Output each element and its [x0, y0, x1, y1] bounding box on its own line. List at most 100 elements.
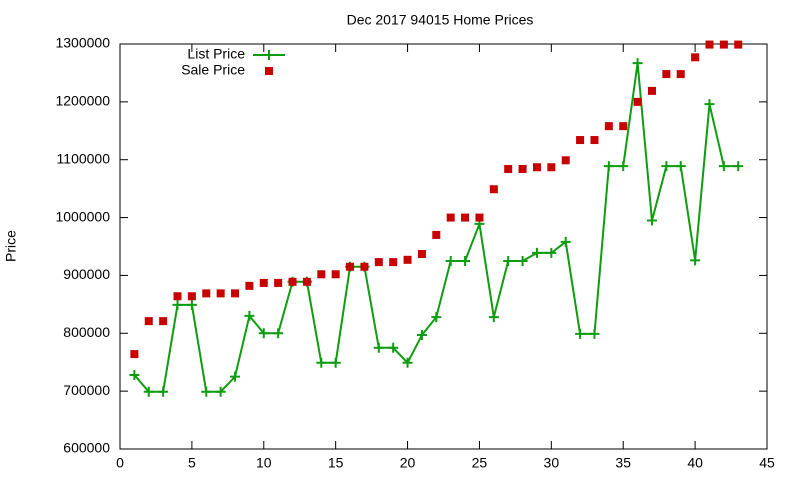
data-point [575, 328, 586, 339]
x-tick-label: 5 [188, 455, 196, 471]
data-point [531, 247, 542, 258]
data-point [460, 255, 471, 266]
data-point [445, 255, 456, 266]
data-point [258, 328, 269, 339]
data-point [244, 310, 255, 321]
data-point [346, 262, 355, 271]
data-point [718, 161, 729, 172]
data-point [647, 86, 656, 95]
data-point [130, 350, 139, 359]
data-point [331, 270, 340, 279]
data-point [158, 386, 169, 397]
data-point [432, 230, 441, 239]
data-point [143, 386, 154, 397]
data-point [402, 357, 413, 368]
data-point [215, 386, 226, 397]
data-point [704, 99, 715, 110]
data-point [389, 258, 398, 267]
data-point [316, 357, 327, 368]
x-tick-label: 0 [116, 455, 124, 471]
data-point [374, 258, 383, 267]
data-point [619, 122, 628, 131]
series-line [133, 62, 739, 393]
y-tick-label: 1100000 [57, 150, 111, 166]
data-point [632, 58, 643, 69]
y-tick-label: 800000 [63, 324, 110, 340]
data-point [488, 312, 499, 323]
data-point [518, 164, 527, 173]
data-point [373, 342, 384, 353]
data-point [461, 213, 470, 222]
data-point [489, 185, 498, 194]
x-tick-label: 15 [328, 455, 344, 471]
data-point [546, 247, 557, 258]
data-point [705, 40, 714, 49]
plot-frame [119, 43, 768, 450]
data-point [676, 70, 685, 79]
y-tick-label: 900000 [63, 266, 110, 282]
data-point [690, 255, 701, 266]
data-point [661, 161, 672, 172]
data-point [273, 328, 284, 339]
data-point [547, 163, 556, 172]
y-tick-label: 1000000 [55, 208, 110, 224]
y-tick-label: 600000 [63, 440, 110, 456]
data-point [201, 386, 212, 397]
data-point [360, 262, 369, 271]
legend-label: List Price [187, 46, 245, 62]
data-point [144, 317, 153, 326]
data-point [330, 357, 341, 368]
chart-title: Dec 2017 94015 Home Prices [347, 12, 534, 28]
data-point [446, 213, 455, 222]
data-point [604, 122, 613, 131]
data-point [231, 289, 240, 298]
x-tick-label: 20 [400, 455, 416, 471]
data-point [633, 97, 642, 106]
data-point [719, 40, 728, 49]
data-point [129, 369, 140, 380]
data-point [230, 371, 241, 382]
x-tick-label: 25 [472, 455, 488, 471]
data-point [173, 292, 182, 301]
legend-label: Sale Price [181, 62, 245, 78]
data-point [618, 161, 629, 172]
data-point [691, 53, 700, 62]
data-point [417, 250, 426, 259]
data-point [159, 317, 168, 326]
data-point [561, 156, 570, 165]
data-point [317, 270, 326, 279]
data-point [216, 289, 225, 298]
data-point [274, 278, 283, 287]
y-axis-label: Price [3, 230, 19, 262]
data-point [503, 255, 514, 266]
data-point [576, 136, 585, 145]
data-point [302, 277, 311, 286]
data-point [172, 299, 183, 310]
data-point [186, 299, 197, 310]
data-point [733, 161, 744, 172]
x-tick-label: 30 [544, 455, 560, 471]
data-point [202, 289, 211, 298]
data-point [675, 161, 686, 172]
legend-marker [264, 50, 274, 60]
data-point [388, 342, 399, 353]
data-point [416, 330, 427, 341]
data-point [662, 70, 671, 79]
data-point [187, 292, 196, 301]
data-point [259, 278, 268, 287]
y-tick-label: 1300000 [55, 35, 110, 51]
data-point [288, 277, 297, 286]
data-point [245, 281, 254, 290]
data-point [646, 215, 657, 226]
data-point [517, 255, 528, 266]
data-point [504, 164, 513, 173]
data-point [560, 236, 571, 247]
y-tick-label: 1200000 [55, 93, 110, 109]
x-tick-label: 45 [759, 455, 775, 471]
data-point [403, 255, 412, 264]
data-point [590, 136, 599, 145]
data-point [589, 328, 600, 339]
data-point [475, 213, 484, 222]
x-tick-label: 35 [615, 455, 631, 471]
